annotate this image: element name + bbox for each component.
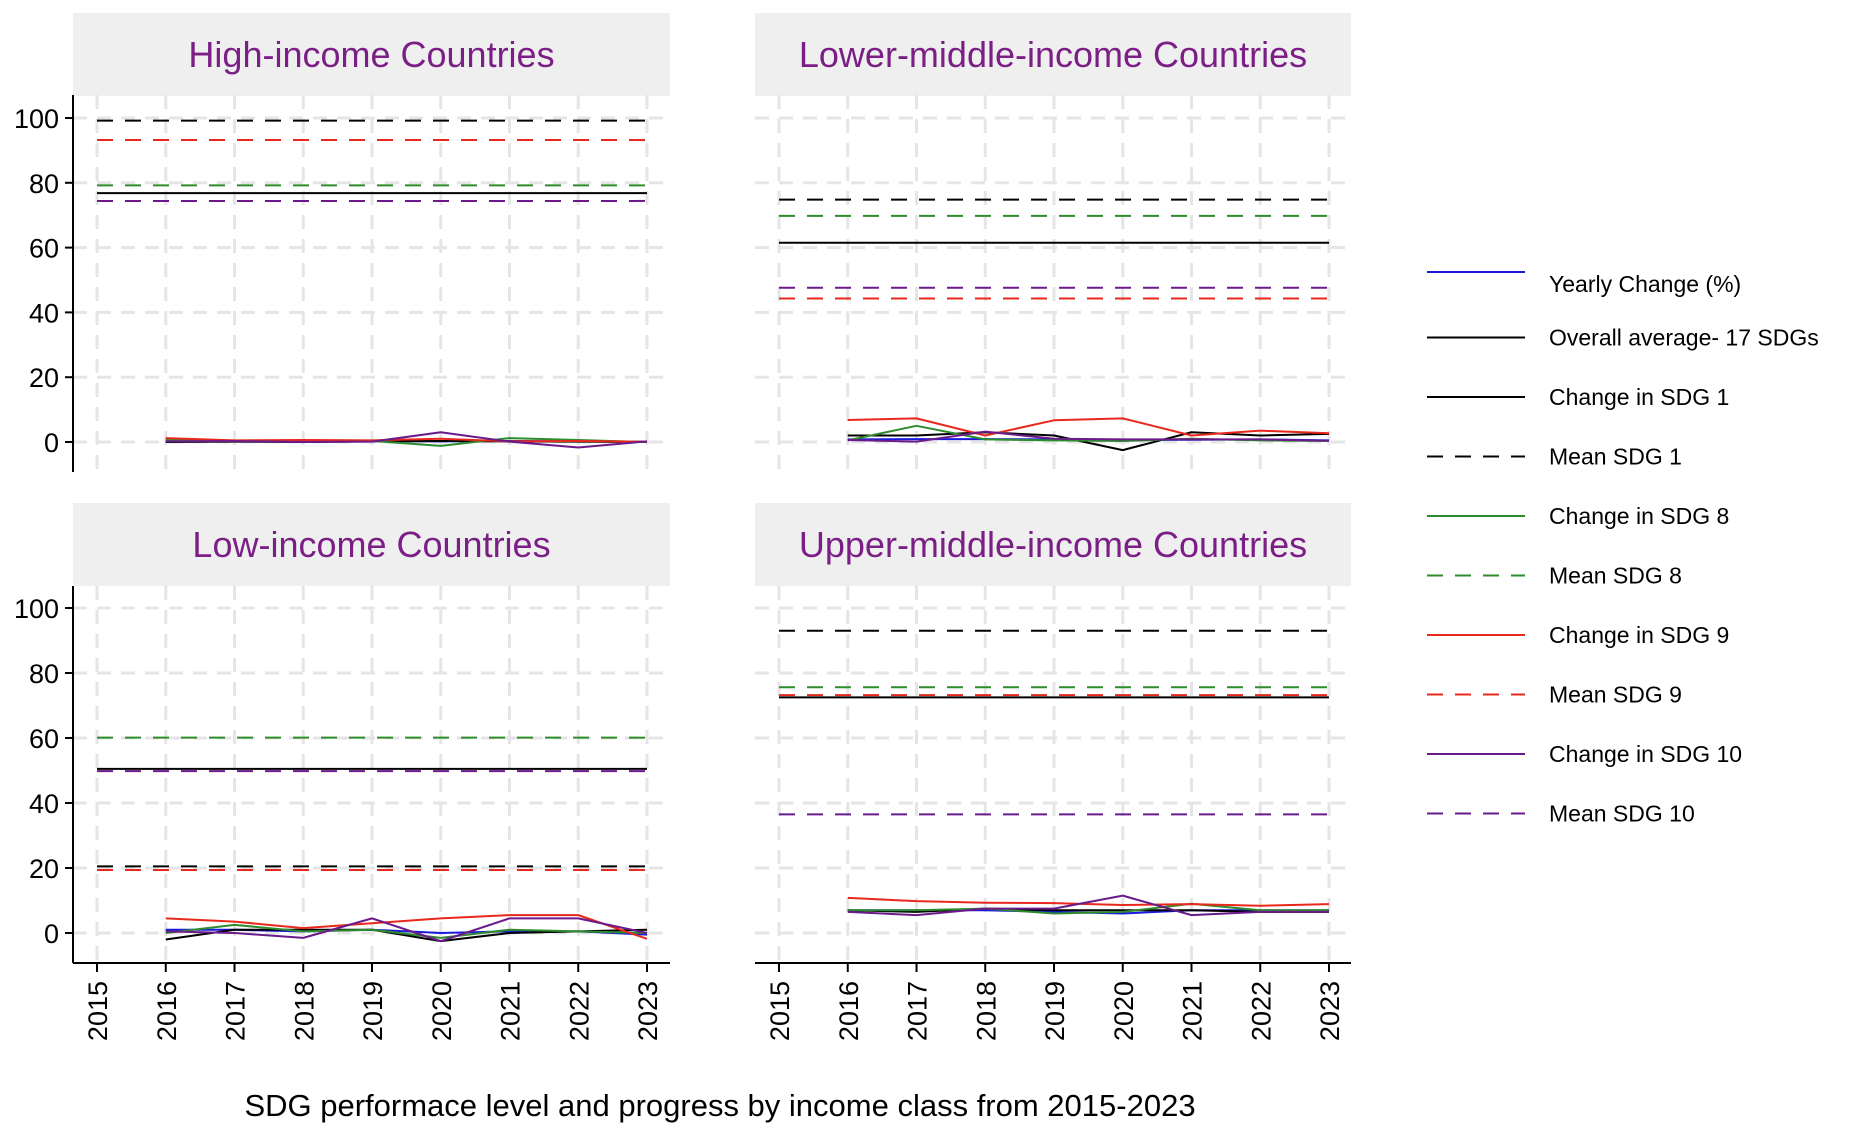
grid xyxy=(73,95,670,472)
strip-background xyxy=(73,13,670,96)
series-change-in-sdg-8 xyxy=(165,923,648,939)
legend-item-change-in-sdg-10: Change in SDG 10 xyxy=(1427,741,1742,767)
panel-low-income-countries: Low-income Countries 0 20 40 60 80 100 2015 2016… xyxy=(14,503,670,1041)
legend-label: Mean SDG 8 xyxy=(1549,563,1682,589)
legend-item-mean-sdg-8: Mean SDG 8 xyxy=(1427,563,1682,589)
legend: Yearly Change (%) Overall average- 17 SDG… xyxy=(1427,271,1819,827)
legend-label: Change in SDG 9 xyxy=(1549,622,1729,648)
y-tick-label: 40 xyxy=(29,789,59,819)
legend-label: Mean SDG 10 xyxy=(1549,801,1695,827)
legend-item-mean-sdg-9: Mean SDG 9 xyxy=(1427,682,1682,708)
x-tick-label: 2016 xyxy=(834,981,864,1041)
y-tick-label: 100 xyxy=(14,594,59,624)
x-tick-label: 2021 xyxy=(496,981,526,1041)
y-tick-label: 0 xyxy=(44,919,59,949)
x-tick-label: 2015 xyxy=(765,981,795,1041)
strip-background xyxy=(73,503,670,586)
series-change-in-sdg-10 xyxy=(847,894,1329,917)
y-tick-label: 60 xyxy=(29,724,59,754)
x-tick-label: 2015 xyxy=(83,981,113,1041)
x-tick-label: 2022 xyxy=(1246,981,1276,1041)
x-tick-label: 2023 xyxy=(1315,981,1345,1041)
panel-title: Lower-middle-income Countries xyxy=(799,34,1307,75)
panel-title: Low-income Countries xyxy=(192,524,550,565)
legend-label: Mean SDG 1 xyxy=(1549,444,1682,470)
series-change-in-sdg-1 xyxy=(847,431,1330,452)
series-change-in-sdg-9 xyxy=(165,914,648,940)
y-tick-label: 60 xyxy=(29,234,59,264)
series-change-in-sdg-9 xyxy=(847,896,1330,907)
panel-title: High-income Countries xyxy=(188,34,554,75)
x-tick-label: 2017 xyxy=(221,981,251,1041)
x-tick-label: 2021 xyxy=(1178,981,1208,1041)
x-tick-label: 2017 xyxy=(903,981,933,1041)
grid xyxy=(755,586,1351,963)
x-tick-label: 2022 xyxy=(564,981,594,1041)
x-tick-label: 2016 xyxy=(152,981,182,1041)
legend-label: Mean SDG 9 xyxy=(1549,682,1682,708)
strip-background xyxy=(755,13,1351,96)
series-change-in-sdg-10 xyxy=(165,917,648,943)
y-tick-label: 20 xyxy=(29,363,59,393)
legend-item-change-in-sdg-9: Change in SDG 9 xyxy=(1427,622,1729,648)
series-change-in-sdg-9 xyxy=(847,417,1330,437)
x-tick-label: 2018 xyxy=(289,981,319,1041)
grid xyxy=(755,95,1351,472)
x-tick-label: 2020 xyxy=(1109,981,1139,1041)
legend-label: Overall average- 17 SDGs xyxy=(1549,325,1819,351)
panel-high-income-countries: High-income Countries 0 20 40 60 80 100 xyxy=(14,13,670,472)
legend-label: Yearly Change (%) xyxy=(1549,271,1741,297)
grid xyxy=(73,586,670,963)
panel-upper-middle-income-countries: Upper-middle-income Countries 2015 2016 201… xyxy=(755,503,1351,1041)
y-tick-label: 100 xyxy=(14,104,59,134)
y-tick-label: 80 xyxy=(29,169,59,199)
chart-caption: SDG performace level and progress by inc… xyxy=(244,1088,1195,1123)
legend-item-mean-sdg-10: Mean SDG 10 xyxy=(1427,801,1695,827)
series-change-in-sdg-10 xyxy=(847,430,1330,443)
x-tick-label: 2019 xyxy=(1040,981,1070,1041)
y-tick-label: 40 xyxy=(29,298,59,328)
series-change-in-sdg-8 xyxy=(847,902,1329,915)
legend-label: Change in SDG 8 xyxy=(1549,503,1729,529)
legend-item-mean-sdg-1: Mean SDG 1 xyxy=(1427,444,1682,470)
x-tick-label: 2020 xyxy=(427,981,457,1041)
y-tick-label: 0 xyxy=(44,428,59,458)
legend-label: Change in SDG 1 xyxy=(1549,384,1729,410)
legend-label: Change in SDG 10 xyxy=(1549,741,1742,767)
y-tick-label: 20 xyxy=(29,854,59,884)
legend-item-overall-average-17-sdgs: Overall average- 17 SDGs xyxy=(1427,325,1819,351)
strip-background xyxy=(755,503,1351,586)
x-tick-label: 2018 xyxy=(971,981,1001,1041)
legend-item-yearly-change: Yearly Change (%) xyxy=(1427,271,1741,297)
y-tick-label: 80 xyxy=(29,659,59,689)
x-tick-label: 2019 xyxy=(358,981,388,1041)
series-change-in-sdg-10 xyxy=(165,431,648,449)
legend-item-change-in-sdg-8: Change in SDG 8 xyxy=(1427,503,1729,529)
x-tick-label: 2023 xyxy=(633,981,663,1041)
legend-item-change-in-sdg-1: Change in SDG 1 xyxy=(1427,384,1729,410)
panel-lower-middle-income-countries: Lower-middle-income Countries xyxy=(755,13,1351,472)
panel-title: Upper-middle-income Countries xyxy=(799,524,1307,565)
